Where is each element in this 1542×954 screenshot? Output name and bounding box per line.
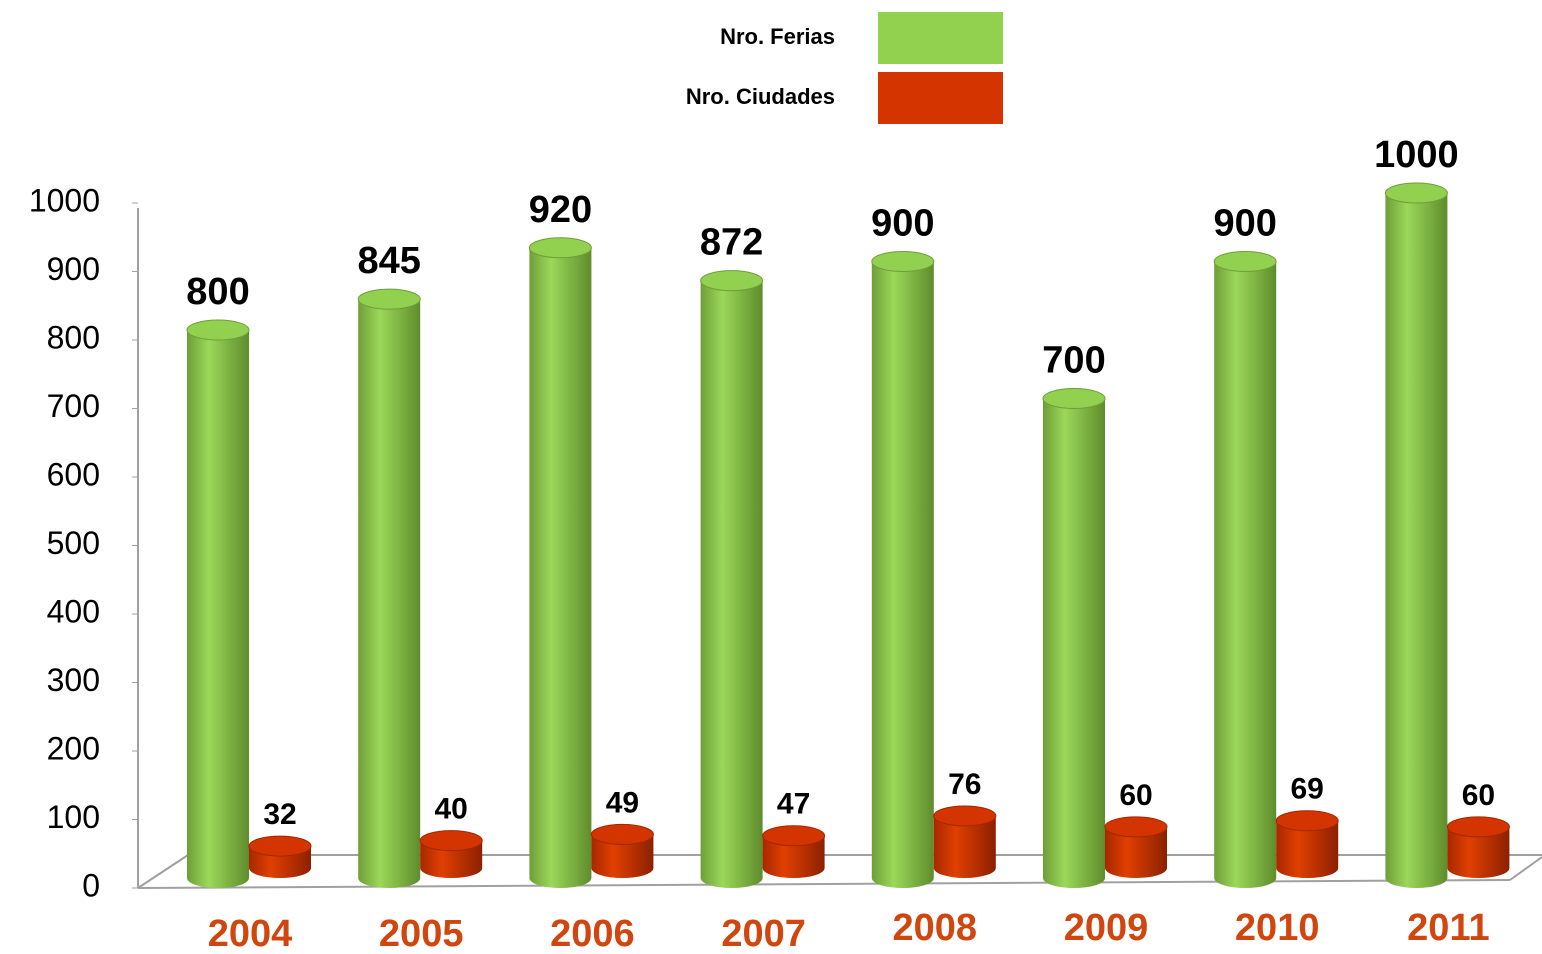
bar-cap (590, 823, 654, 845)
bar (933, 815, 996, 878)
y-tick-label: 400 (47, 593, 100, 629)
floor (137, 208, 1542, 889)
value-label: 872 (700, 222, 763, 264)
bar-cap (700, 270, 764, 292)
x-tick-label: 2006 (550, 913, 635, 954)
bar (529, 247, 592, 889)
value-label: 40 (435, 793, 468, 826)
bar-cap (871, 251, 935, 272)
bar (420, 840, 483, 878)
y-tick-label: 800 (47, 319, 100, 355)
bar-cap (1384, 182, 1448, 204)
bar-cap (1042, 388, 1106, 409)
legend-label: Nro. Ciudades (686, 84, 835, 109)
y-tick-label: 900 (47, 251, 100, 287)
bar (1214, 261, 1277, 888)
value-label: 76 (948, 768, 981, 801)
value-label: 60 (1462, 779, 1495, 812)
x-tick-label: 2010 (1235, 907, 1320, 949)
value-label: 700 (1042, 340, 1105, 382)
y-tick-label: 1000 (29, 182, 100, 218)
y-tick-label: 0 (82, 867, 100, 903)
y-tick-label: 200 (47, 730, 100, 766)
legend-swatch (878, 12, 1003, 64)
value-label: 60 (1119, 779, 1152, 812)
bar-cap (933, 805, 997, 827)
value-label: 47 (777, 788, 810, 821)
y-tick-label: 600 (47, 456, 100, 492)
value-label: 900 (871, 203, 934, 245)
value-label: 32 (263, 798, 296, 831)
value-label: 845 (357, 240, 420, 282)
value-label: 49 (606, 786, 639, 819)
x-tick-label: 2009 (1064, 907, 1149, 949)
bar (1276, 820, 1339, 878)
value-label: 800 (186, 271, 249, 313)
bar-cap (528, 237, 592, 259)
bar (1385, 193, 1448, 888)
x-tick-label: 2004 (208, 913, 293, 954)
value-label: 920 (529, 189, 592, 231)
bar-cap (357, 288, 421, 310)
bar-cap (1446, 816, 1510, 838)
bar-cap (1213, 251, 1277, 272)
x-tick-label: 2005 (379, 913, 464, 954)
y-tick-label: 100 (47, 799, 100, 835)
x-tick-label: 2007 (721, 913, 806, 954)
y-tick-label: 300 (47, 662, 100, 698)
bar-cap (419, 830, 483, 852)
y-tick-label: 500 (47, 525, 100, 561)
bar (1105, 826, 1167, 878)
value-label: 69 (1291, 773, 1324, 806)
x-tick-label: 2008 (893, 907, 978, 949)
bar-cap (762, 825, 826, 847)
legend-label: Nro. Ferias (720, 24, 835, 49)
bar-cap (186, 319, 250, 341)
value-label: 900 (1213, 203, 1276, 245)
bar (187, 330, 249, 888)
bar (358, 299, 421, 888)
bar (700, 280, 763, 888)
y-tick-label: 700 (47, 388, 100, 424)
bar-cap (1275, 810, 1339, 832)
bar (1447, 826, 1510, 878)
value-label: 1000 (1374, 134, 1459, 176)
bar (871, 261, 934, 888)
bar (591, 834, 654, 878)
bar (1043, 398, 1105, 888)
legend-swatch (878, 72, 1003, 124)
bar-cap (1104, 816, 1168, 838)
bar (762, 835, 825, 878)
bar-cap (248, 835, 312, 857)
x-tick-label: 2011 (1407, 907, 1489, 949)
